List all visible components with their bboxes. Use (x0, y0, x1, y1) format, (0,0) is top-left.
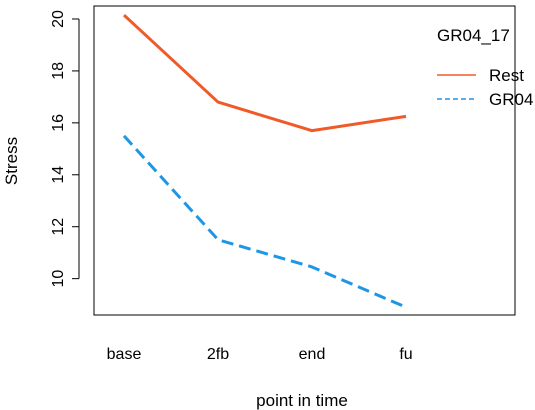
x-axis-title: point in time (256, 391, 348, 410)
legend: GR04_17 Rest GR04 (437, 26, 533, 109)
y-tick-label: 14 (50, 166, 67, 184)
x-axis-ticks: base 2fb end fu (107, 346, 413, 363)
y-tick-label: 10 (50, 270, 67, 288)
y-axis-title: Stress (2, 137, 21, 185)
series-layer (122, 13, 407, 309)
x-tick-label: 2fb (207, 346, 229, 363)
x-tick-label: base (107, 346, 142, 363)
y-tick-label: 12 (50, 218, 67, 236)
series-line-gr04 (122, 134, 407, 309)
plot-frame (93, 5, 516, 316)
y-tick-label: 16 (50, 114, 67, 132)
legend-title: GR04_17 (437, 26, 510, 45)
x-tick-label: fu (399, 346, 412, 363)
x-tick-label: end (299, 346, 326, 363)
legend-label-rest: Rest (489, 66, 524, 85)
legend-label-gr04: GR04 (489, 90, 533, 109)
y-axis: 10 12 14 16 18 20 (50, 10, 80, 288)
series-line-rest (122, 13, 407, 133)
y-tick-label: 18 (50, 62, 67, 80)
y-tick-label: 20 (50, 10, 67, 28)
